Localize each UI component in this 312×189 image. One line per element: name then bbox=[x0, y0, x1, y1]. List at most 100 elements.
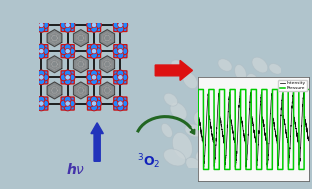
Ellipse shape bbox=[226, 117, 240, 129]
Circle shape bbox=[95, 74, 101, 81]
Circle shape bbox=[68, 100, 75, 107]
Pressure bbox=[234, 168, 237, 171]
FancyBboxPatch shape bbox=[61, 45, 74, 58]
Circle shape bbox=[90, 96, 98, 103]
Ellipse shape bbox=[161, 123, 173, 138]
Polygon shape bbox=[100, 82, 115, 99]
FancyBboxPatch shape bbox=[114, 45, 127, 58]
Circle shape bbox=[34, 22, 41, 29]
Circle shape bbox=[117, 18, 124, 25]
Circle shape bbox=[117, 96, 124, 103]
Polygon shape bbox=[100, 56, 115, 73]
Ellipse shape bbox=[186, 158, 202, 173]
Circle shape bbox=[91, 22, 97, 28]
Pressure bbox=[211, 88, 215, 91]
Circle shape bbox=[65, 22, 71, 28]
Ellipse shape bbox=[261, 155, 274, 175]
Ellipse shape bbox=[183, 72, 197, 89]
Ellipse shape bbox=[185, 124, 203, 137]
Circle shape bbox=[90, 78, 98, 85]
Circle shape bbox=[90, 18, 98, 25]
Polygon shape bbox=[73, 56, 88, 73]
Ellipse shape bbox=[196, 151, 216, 172]
Circle shape bbox=[64, 52, 71, 58]
Ellipse shape bbox=[263, 133, 287, 151]
Pressure bbox=[196, 128, 200, 131]
Pressure bbox=[202, 168, 205, 171]
FancyBboxPatch shape bbox=[87, 71, 100, 84]
Circle shape bbox=[87, 100, 94, 107]
FancyArrow shape bbox=[91, 123, 103, 161]
Circle shape bbox=[95, 100, 101, 107]
Intensity bbox=[196, 90, 200, 93]
Ellipse shape bbox=[245, 74, 259, 95]
Ellipse shape bbox=[269, 64, 282, 74]
Circle shape bbox=[117, 44, 124, 51]
Circle shape bbox=[90, 70, 98, 77]
Circle shape bbox=[118, 22, 123, 28]
Circle shape bbox=[64, 96, 71, 103]
FancyBboxPatch shape bbox=[35, 71, 48, 84]
Ellipse shape bbox=[202, 82, 217, 94]
Ellipse shape bbox=[163, 149, 186, 166]
Intensity bbox=[307, 140, 311, 142]
Ellipse shape bbox=[173, 132, 192, 159]
Circle shape bbox=[34, 100, 41, 107]
Circle shape bbox=[118, 101, 123, 106]
Ellipse shape bbox=[230, 125, 251, 151]
Ellipse shape bbox=[171, 60, 186, 70]
Polygon shape bbox=[47, 82, 62, 99]
Intensity bbox=[234, 166, 237, 168]
Intensity bbox=[233, 166, 237, 168]
Ellipse shape bbox=[215, 138, 235, 169]
Circle shape bbox=[87, 48, 94, 55]
Circle shape bbox=[121, 22, 128, 29]
Circle shape bbox=[118, 48, 123, 54]
FancyBboxPatch shape bbox=[87, 45, 100, 58]
Line: Pressure: Pressure bbox=[198, 89, 309, 170]
Ellipse shape bbox=[274, 119, 285, 134]
Circle shape bbox=[121, 48, 128, 55]
Pressure bbox=[307, 88, 311, 91]
Ellipse shape bbox=[164, 93, 178, 106]
Circle shape bbox=[38, 52, 45, 58]
Circle shape bbox=[65, 101, 71, 106]
Circle shape bbox=[34, 74, 41, 81]
Circle shape bbox=[60, 48, 67, 55]
Circle shape bbox=[113, 100, 120, 107]
Circle shape bbox=[60, 74, 67, 81]
Circle shape bbox=[87, 22, 94, 29]
FancyBboxPatch shape bbox=[87, 19, 100, 32]
Circle shape bbox=[64, 104, 71, 111]
Intensity bbox=[215, 128, 219, 130]
FancyBboxPatch shape bbox=[35, 45, 48, 58]
Circle shape bbox=[95, 48, 101, 55]
FancyBboxPatch shape bbox=[35, 97, 48, 110]
Circle shape bbox=[113, 22, 120, 29]
Circle shape bbox=[91, 48, 97, 54]
Pressure bbox=[257, 168, 261, 171]
Ellipse shape bbox=[229, 143, 259, 171]
Circle shape bbox=[117, 104, 124, 111]
Circle shape bbox=[64, 78, 71, 85]
Circle shape bbox=[64, 18, 71, 25]
Circle shape bbox=[91, 75, 97, 80]
Ellipse shape bbox=[194, 110, 225, 135]
Circle shape bbox=[42, 48, 49, 55]
Circle shape bbox=[113, 48, 120, 55]
FancyBboxPatch shape bbox=[87, 97, 100, 110]
FancyBboxPatch shape bbox=[61, 19, 74, 32]
Circle shape bbox=[38, 70, 45, 77]
Circle shape bbox=[38, 78, 45, 85]
Circle shape bbox=[68, 22, 75, 29]
Circle shape bbox=[39, 22, 44, 28]
Circle shape bbox=[121, 100, 128, 107]
Circle shape bbox=[64, 44, 71, 51]
FancyBboxPatch shape bbox=[61, 97, 74, 110]
Polygon shape bbox=[73, 82, 88, 99]
Polygon shape bbox=[100, 30, 115, 46]
Circle shape bbox=[38, 44, 45, 51]
Circle shape bbox=[90, 104, 98, 111]
Polygon shape bbox=[47, 56, 62, 73]
Circle shape bbox=[117, 25, 124, 32]
